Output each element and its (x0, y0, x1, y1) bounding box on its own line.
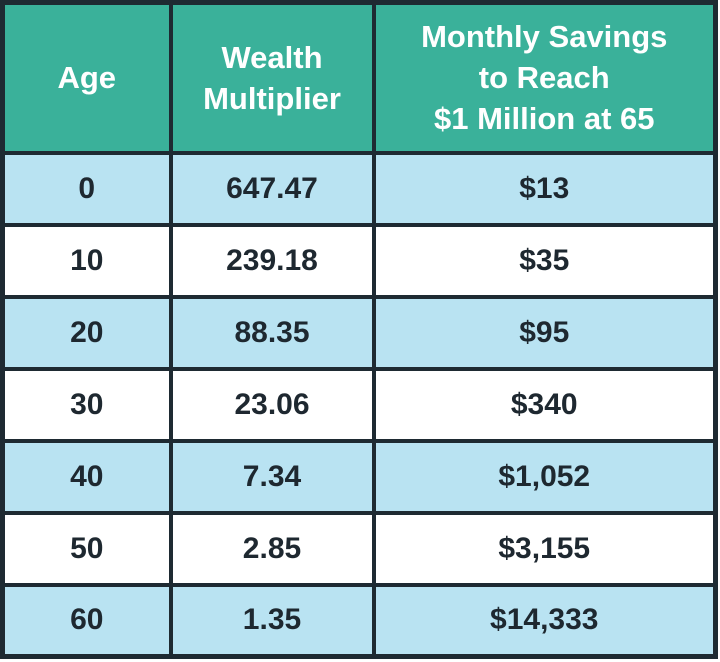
table-row: 20 88.35 $95 (0, 294, 718, 371)
cell-age: 0 (0, 150, 173, 227)
header-row: Age Wealth Multiplier Monthly Savings to… (0, 0, 718, 155)
cell-savings: $3,155 (371, 510, 718, 587)
cell-savings: $35 (371, 222, 718, 299)
header-wealth-multiplier-line1: Wealth (221, 39, 323, 75)
cell-multiplier: 1.35 (168, 582, 376, 659)
cell-age: 50 (0, 510, 173, 587)
cell-multiplier: 23.06 (168, 366, 376, 443)
cell-multiplier: 88.35 (168, 294, 376, 371)
header-monthly-savings-line1: Monthly Savings (421, 18, 668, 54)
cell-age: 30 (0, 366, 173, 443)
cell-savings: $1,052 (371, 438, 718, 515)
table-row: 30 23.06 $340 (0, 366, 718, 443)
header-wealth-multiplier: Wealth Multiplier (168, 0, 376, 155)
cell-savings: $13 (371, 150, 718, 227)
table-header: Age Wealth Multiplier Monthly Savings to… (0, 0, 718, 155)
cell-savings: $14,333 (371, 582, 718, 659)
table-row: 50 2.85 $3,155 (0, 510, 718, 587)
header-wealth-multiplier-line2: Multiplier (203, 80, 341, 116)
cell-savings: $340 (371, 366, 718, 443)
cell-multiplier: 7.34 (168, 438, 376, 515)
cell-multiplier: 647.47 (168, 150, 376, 227)
table-body: 0 647.47 $13 10 239.18 $35 20 88.35 $95 … (0, 150, 718, 659)
cell-age: 10 (0, 222, 173, 299)
header-age: Age (0, 0, 173, 155)
header-monthly-savings-line2: to Reach (478, 60, 610, 96)
table-row: 0 647.47 $13 (0, 150, 718, 227)
header-monthly-savings-line3: $1 Million at 65 (433, 101, 655, 137)
cell-multiplier: 2.85 (168, 510, 376, 587)
table-row: 40 7.34 $1,052 (0, 438, 718, 515)
header-age-label: Age (57, 60, 117, 96)
cell-multiplier: 239.18 (168, 222, 376, 299)
cell-age: 60 (0, 582, 173, 659)
cell-savings: $95 (371, 294, 718, 371)
table-row: 60 1.35 $14,333 (0, 582, 718, 659)
cell-age: 40 (0, 438, 173, 515)
cell-age: 20 (0, 294, 173, 371)
table-row: 10 239.18 $35 (0, 222, 718, 299)
header-monthly-savings: Monthly Savings to Reach $1 Million at 6… (371, 0, 718, 155)
